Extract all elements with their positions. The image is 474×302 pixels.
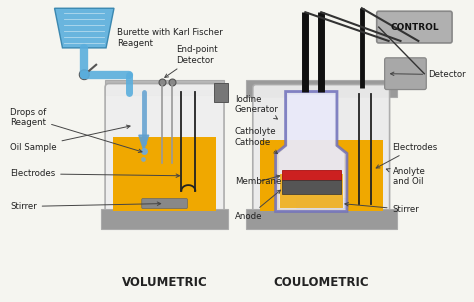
- FancyBboxPatch shape: [282, 170, 341, 180]
- FancyBboxPatch shape: [377, 11, 452, 43]
- Text: Electrodes: Electrodes: [10, 169, 180, 178]
- Text: Membrane: Membrane: [235, 175, 282, 186]
- Text: Burette with Karl Fischer
Reagent: Burette with Karl Fischer Reagent: [117, 28, 223, 48]
- FancyBboxPatch shape: [384, 58, 426, 89]
- Text: CONTROL: CONTROL: [390, 23, 439, 32]
- Text: Oil Sample: Oil Sample: [10, 125, 130, 152]
- Text: Anode: Anode: [235, 190, 281, 221]
- FancyBboxPatch shape: [142, 199, 187, 208]
- Text: Electrodes: Electrodes: [376, 143, 438, 168]
- Text: Catholyte
Cathode: Catholyte Cathode: [235, 127, 277, 154]
- Polygon shape: [139, 135, 149, 150]
- FancyBboxPatch shape: [280, 174, 343, 208]
- Text: Iodine
Generator: Iodine Generator: [235, 95, 279, 119]
- Text: Stirrer: Stirrer: [345, 203, 419, 214]
- Text: End-point
Detector: End-point Detector: [165, 45, 218, 77]
- FancyBboxPatch shape: [105, 80, 224, 95]
- Text: Anolyte
and Oil: Anolyte and Oil: [386, 167, 426, 186]
- Text: Drops of
Reagent: Drops of Reagent: [10, 108, 142, 153]
- FancyBboxPatch shape: [296, 199, 346, 208]
- FancyBboxPatch shape: [282, 180, 341, 194]
- Polygon shape: [275, 92, 347, 211]
- Text: Detector: Detector: [391, 70, 466, 79]
- FancyBboxPatch shape: [260, 140, 383, 211]
- FancyBboxPatch shape: [246, 210, 397, 229]
- Polygon shape: [55, 8, 114, 48]
- Circle shape: [79, 70, 89, 80]
- FancyBboxPatch shape: [246, 80, 397, 98]
- Text: Stirrer: Stirrer: [10, 202, 161, 211]
- FancyBboxPatch shape: [101, 210, 228, 229]
- FancyBboxPatch shape: [214, 82, 228, 102]
- FancyBboxPatch shape: [105, 84, 224, 215]
- FancyBboxPatch shape: [253, 85, 390, 214]
- Polygon shape: [279, 95, 344, 208]
- FancyBboxPatch shape: [113, 137, 216, 211]
- Text: VOLUMETRIC: VOLUMETRIC: [122, 276, 208, 289]
- Text: COULOMETRIC: COULOMETRIC: [273, 276, 369, 289]
